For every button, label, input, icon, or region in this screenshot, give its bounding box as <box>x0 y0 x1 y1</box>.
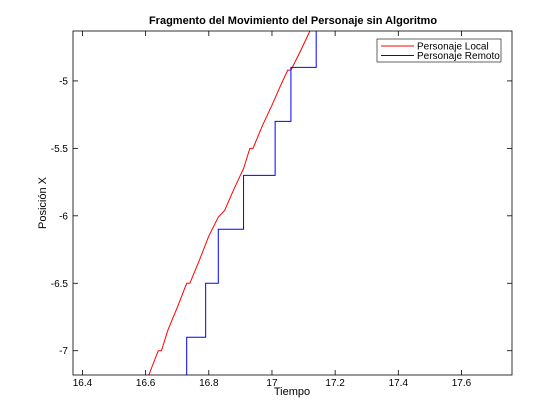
series-line-personaje-remoto <box>186 31 317 375</box>
plot-area <box>72 30 513 376</box>
plot-background <box>73 31 512 375</box>
x-tick-label: 16.4 <box>73 378 93 389</box>
plot-frame <box>72 30 513 376</box>
x-tick-label: 17.4 <box>389 378 409 389</box>
legend-label: Personaje Local <box>417 42 489 53</box>
ticks-group <box>73 31 512 375</box>
x-tick-label: 17 <box>266 378 278 389</box>
legend-label: Personaje Remoto <box>417 51 500 62</box>
legend-box <box>376 38 502 63</box>
y-tick-label: -6.5 <box>51 279 69 290</box>
y-tick-label: -5 <box>59 76 68 87</box>
y-axis-title: Posición X <box>37 176 49 229</box>
x-tick-label: 16.8 <box>199 378 219 389</box>
series-line-personaje-local <box>148 31 311 375</box>
chart-title: Fragmento del Movimiento del Personaje s… <box>149 15 437 27</box>
y-tick-label: -7 <box>59 346 68 357</box>
y-tick-label: -6 <box>59 211 68 222</box>
tick-labels-group: 16.4 16.6 16.8 17 17.2 17.4 17.6 -7 -6.5 -6 -5.5 -5 <box>51 76 472 389</box>
x-tick-label: 17.6 <box>452 378 472 389</box>
x-axis-title: Tiempo <box>274 386 310 398</box>
x-tick-label: 16.6 <box>136 378 156 389</box>
y-tick-label: -5.5 <box>51 144 69 155</box>
x-tick-label: 17.2 <box>325 378 345 389</box>
series-group <box>148 31 317 375</box>
